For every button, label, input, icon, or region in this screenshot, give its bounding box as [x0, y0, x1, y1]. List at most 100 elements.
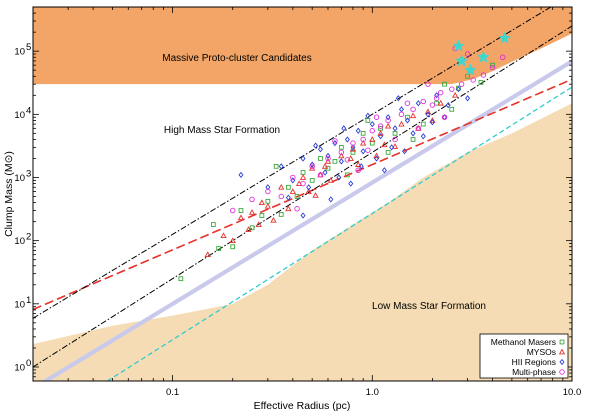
highlight-star-point [455, 54, 468, 67]
data-point-multi-phase [449, 86, 455, 92]
red-dashed-line [33, 78, 572, 311]
data-point-hii-regions [425, 111, 431, 118]
data-point-mysos [377, 130, 384, 136]
y-tick-label-exponent: 1 [26, 295, 31, 306]
legend-marker-multi-phase [559, 369, 565, 375]
data-point-mysos [248, 209, 256, 215]
data-point-hii-regions [325, 152, 331, 159]
region-label-high-mass: High Mass Star Formation [164, 125, 280, 136]
legend-markers [558, 339, 566, 375]
data-point-hii-regions [455, 86, 461, 93]
data-point-mysos [424, 108, 432, 115]
data-point-mysos [429, 117, 436, 123]
data-point-multi-phase [441, 114, 448, 120]
data-point-methanol-masers [420, 121, 426, 127]
data-point-hii-regions [306, 184, 312, 191]
data-point-hii-regions [385, 114, 391, 121]
data-point-multi-phase [429, 102, 436, 108]
data-point-hii-regions [336, 174, 342, 181]
data-point-mysos [264, 202, 272, 209]
data-point-multi-phase [480, 72, 487, 78]
data-point-methanol-masers [449, 106, 455, 112]
y-tick-label-exponent: 5 [26, 42, 31, 53]
data-point-mysos [258, 199, 266, 205]
data-point-multi-phase [410, 106, 416, 113]
data-point-methanol-masers [490, 62, 495, 68]
data-point-hii-regions [365, 112, 371, 119]
data-point-methanol-masers [332, 158, 338, 164]
y-tick-label-exponent: 2 [26, 232, 31, 243]
data-point-mysos [384, 122, 392, 129]
data-point-methanol-masers [249, 225, 255, 231]
data-point-hii-regions [434, 92, 440, 99]
legend-marker-mysos [558, 348, 566, 355]
data-point-methanol-masers [259, 213, 265, 218]
data-point-multi-phase [350, 140, 356, 146]
data-point-multi-phase [489, 64, 496, 71]
data-point-hii-regions [338, 158, 344, 165]
data-point-hii-regions [381, 167, 387, 174]
data-point-hii-regions [350, 144, 356, 151]
legend-label-hii-regions: HII Regions [512, 357, 556, 367]
data-point-multi-phase [437, 89, 444, 96]
data-point-hii-regions [238, 171, 244, 178]
threshold-lines [33, 7, 572, 381]
data-point-hii-regions [415, 100, 421, 107]
data-point-multi-phase [338, 149, 345, 156]
data-point-multi-phase [365, 147, 371, 153]
x-axis-title: Effective Radius (pc) [254, 400, 351, 412]
data-point-mysos [324, 158, 332, 164]
data-point-methanol-masers [344, 172, 350, 178]
data-point-hii-regions [313, 142, 319, 149]
data-point-multi-phase [420, 98, 427, 105]
data-point-multi-phase [433, 95, 440, 101]
data-point-multi-phase [300, 180, 306, 187]
data-point-mysos [452, 91, 459, 98]
data-point-multi-phase [325, 155, 331, 162]
data-point-multi-phase [377, 123, 384, 129]
data-point-mysos [381, 141, 388, 148]
data-point-mysos [355, 161, 362, 167]
data-point-multi-phase [290, 174, 296, 181]
data-point-methanol-masers [286, 184, 291, 190]
data-point-methanol-masers [294, 194, 300, 199]
data-point-hii-regions [402, 148, 408, 155]
data-point-hii-regions [445, 101, 451, 109]
data-point-methanol-masers [385, 149, 391, 155]
data-point-mysos [278, 183, 285, 190]
data-markers [178, 31, 511, 282]
data-point-hii-regions [300, 212, 306, 219]
data-point-methanol-masers [230, 244, 236, 250]
data-point-hii-regions [465, 95, 471, 102]
legend-box [479, 333, 569, 379]
data-point-mysos [359, 139, 367, 146]
data-point-multi-phase [294, 206, 300, 212]
data-point-mysos [349, 145, 357, 152]
y-tick-label-exponent: 4 [26, 105, 31, 116]
data-point-hii-regions [278, 163, 284, 170]
data-point-mysos [398, 120, 405, 127]
data-point-methanol-masers [278, 212, 284, 217]
legend-label-methanol-masers: Methanol Masers [491, 337, 556, 347]
data-point-hii-regions [328, 196, 334, 203]
region-labels: Massive Proto-cluster Candidates High Ma… [162, 53, 486, 312]
data-point-hii-regions [300, 155, 306, 162]
region-label-massive: Massive Proto-cluster Candidates [162, 53, 312, 64]
massive-protocluster-region [33, 7, 572, 85]
data-point-multi-phase [385, 117, 391, 124]
data-point-mysos [255, 221, 262, 227]
data-point-methanol-masers [338, 144, 344, 150]
data-point-multi-phase [373, 114, 380, 120]
data-point-hii-regions [317, 146, 323, 153]
data-point-mysos [220, 232, 227, 239]
data-point-hii-regions [348, 180, 354, 187]
data-point-methanol-masers [405, 114, 410, 120]
data-point-methanol-masers [434, 100, 440, 106]
y-tick-label: 10 [14, 173, 25, 184]
data-point-methanol-masers [478, 80, 484, 85]
data-point-methanol-masers [360, 130, 366, 136]
data-point-hii-regions [392, 125, 398, 132]
data-point-multi-phase [392, 136, 398, 143]
